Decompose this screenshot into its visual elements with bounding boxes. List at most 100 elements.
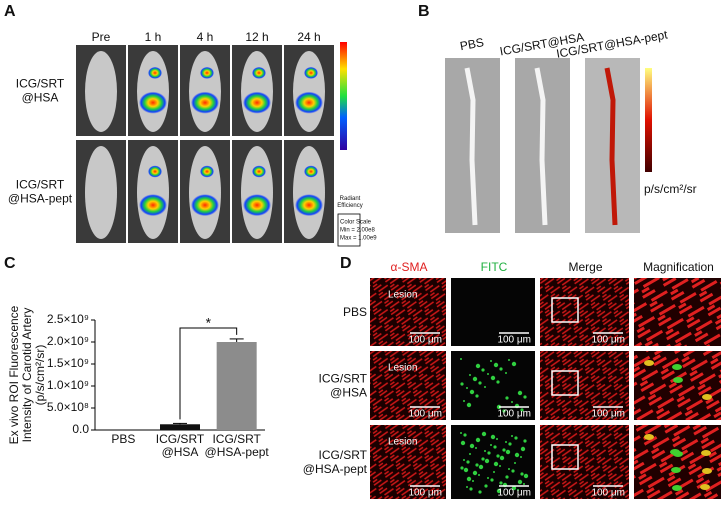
fitc-spot — [460, 382, 464, 386]
mouse — [189, 146, 221, 239]
image-cell — [634, 278, 721, 346]
x-tick-label: ICG/SRT — [156, 432, 205, 446]
fitc-spot — [496, 454, 500, 458]
fitc-spot — [478, 490, 482, 494]
row-label: ICG/SRT — [319, 448, 368, 462]
fitc-spot — [475, 447, 477, 449]
signal — [139, 91, 167, 114]
colorbar — [645, 68, 652, 172]
signal — [295, 91, 323, 114]
image-cell — [370, 278, 446, 346]
fitc-spot — [490, 434, 496, 440]
fitc-spot — [508, 359, 510, 361]
fitc-spot — [466, 402, 472, 408]
fitc-spot — [502, 448, 506, 452]
image-cell — [451, 278, 535, 346]
fitc-spot — [514, 462, 516, 464]
fitc-spot — [490, 478, 494, 482]
image-cell — [370, 351, 446, 420]
row-label: @HSA — [22, 91, 59, 105]
fitc-spot — [475, 394, 479, 398]
signal — [304, 165, 318, 178]
scale-bar-label: 100 μm — [408, 409, 442, 420]
fitc-spot — [460, 466, 464, 470]
fitc-spot — [517, 479, 523, 485]
fitc-spot — [469, 389, 475, 395]
fitc-spot — [481, 431, 487, 437]
fitc-spot — [701, 450, 711, 456]
x-tick-label: @HSA — [162, 445, 199, 459]
mouse — [137, 51, 169, 132]
fitc-spot — [496, 438, 498, 440]
fitc-spot — [702, 468, 712, 474]
signal — [200, 66, 214, 79]
artery — [464, 67, 478, 226]
lesion-label: Lesion — [388, 290, 417, 301]
color-scale-text: Color Scale — [340, 220, 372, 226]
fitc-spot — [484, 458, 490, 464]
panel-label: B — [418, 3, 430, 20]
zoom-box — [551, 297, 579, 323]
fitc-spot — [463, 459, 465, 461]
column-label: 1 h — [145, 30, 162, 44]
column-label: 12 h — [245, 30, 268, 44]
fitc-spot — [644, 360, 654, 366]
signal — [252, 66, 266, 79]
panel-label: D — [340, 255, 352, 272]
lesion-label: Lesion — [388, 363, 417, 374]
y-tick-label: 2.0×10⁹ — [47, 334, 89, 348]
fitc-spot — [499, 455, 505, 461]
fitc-spot — [493, 362, 499, 368]
zoom-box — [551, 444, 579, 470]
significance-bracket — [179, 327, 238, 420]
fitc-spot — [511, 435, 513, 437]
column-label: PBS — [459, 35, 485, 53]
fitc-spot — [463, 467, 469, 473]
fitc-spot — [502, 409, 506, 413]
scale-bar-label: 100 μm — [408, 335, 442, 346]
mouse — [241, 51, 273, 132]
y-axis-label-line: (p/s/cm²/sr) — [33, 345, 47, 406]
fitc-spot — [671, 467, 681, 473]
fitc-spot — [484, 450, 486, 452]
signal — [200, 165, 214, 178]
fitc-spot — [505, 372, 507, 374]
column-label: Merge — [568, 260, 602, 274]
mouse — [241, 146, 273, 239]
fitc-spot — [508, 468, 510, 470]
y-tick-label: 1.0×10⁹ — [47, 378, 89, 392]
artery — [534, 67, 548, 226]
fitc-spot — [673, 377, 683, 383]
fitc-spot — [466, 476, 472, 482]
fitc-spot — [700, 484, 710, 490]
signal — [191, 194, 219, 217]
fitc-spot — [505, 475, 509, 479]
y-axis-label-line: Ex vivo ROI Fluorescence — [7, 305, 21, 444]
fitc-spot — [475, 437, 481, 443]
fitc-spot — [644, 434, 654, 440]
fitc-spot — [472, 480, 474, 482]
colorbar-title: Efficiency — [337, 203, 363, 209]
fitc-spot — [478, 474, 480, 476]
fitc-spot — [487, 451, 491, 455]
fitc-spot — [463, 400, 465, 402]
fitc-spot — [466, 387, 468, 389]
fitc-spot — [511, 361, 517, 367]
fitc-spot — [523, 473, 529, 479]
fitc-spot — [478, 464, 484, 470]
y-axis-label: Ex vivo ROI Fluorescence Intensity of Car… — [7, 305, 47, 444]
fitc-spot — [460, 358, 462, 360]
panel-label: A — [4, 3, 16, 20]
signal — [243, 194, 271, 217]
fitc-spot — [469, 487, 473, 491]
fitc-spot — [672, 485, 682, 491]
fitc-spot — [469, 453, 471, 455]
y-tick-label: 0.0 — [72, 422, 89, 436]
fitc-spot — [702, 394, 712, 400]
fitc-spot — [460, 440, 466, 446]
column-label: 4 h — [197, 30, 214, 44]
fitc-spot — [670, 449, 680, 455]
mouse — [293, 146, 325, 239]
panel-label: C — [4, 255, 16, 272]
fitc-spot — [481, 457, 485, 461]
